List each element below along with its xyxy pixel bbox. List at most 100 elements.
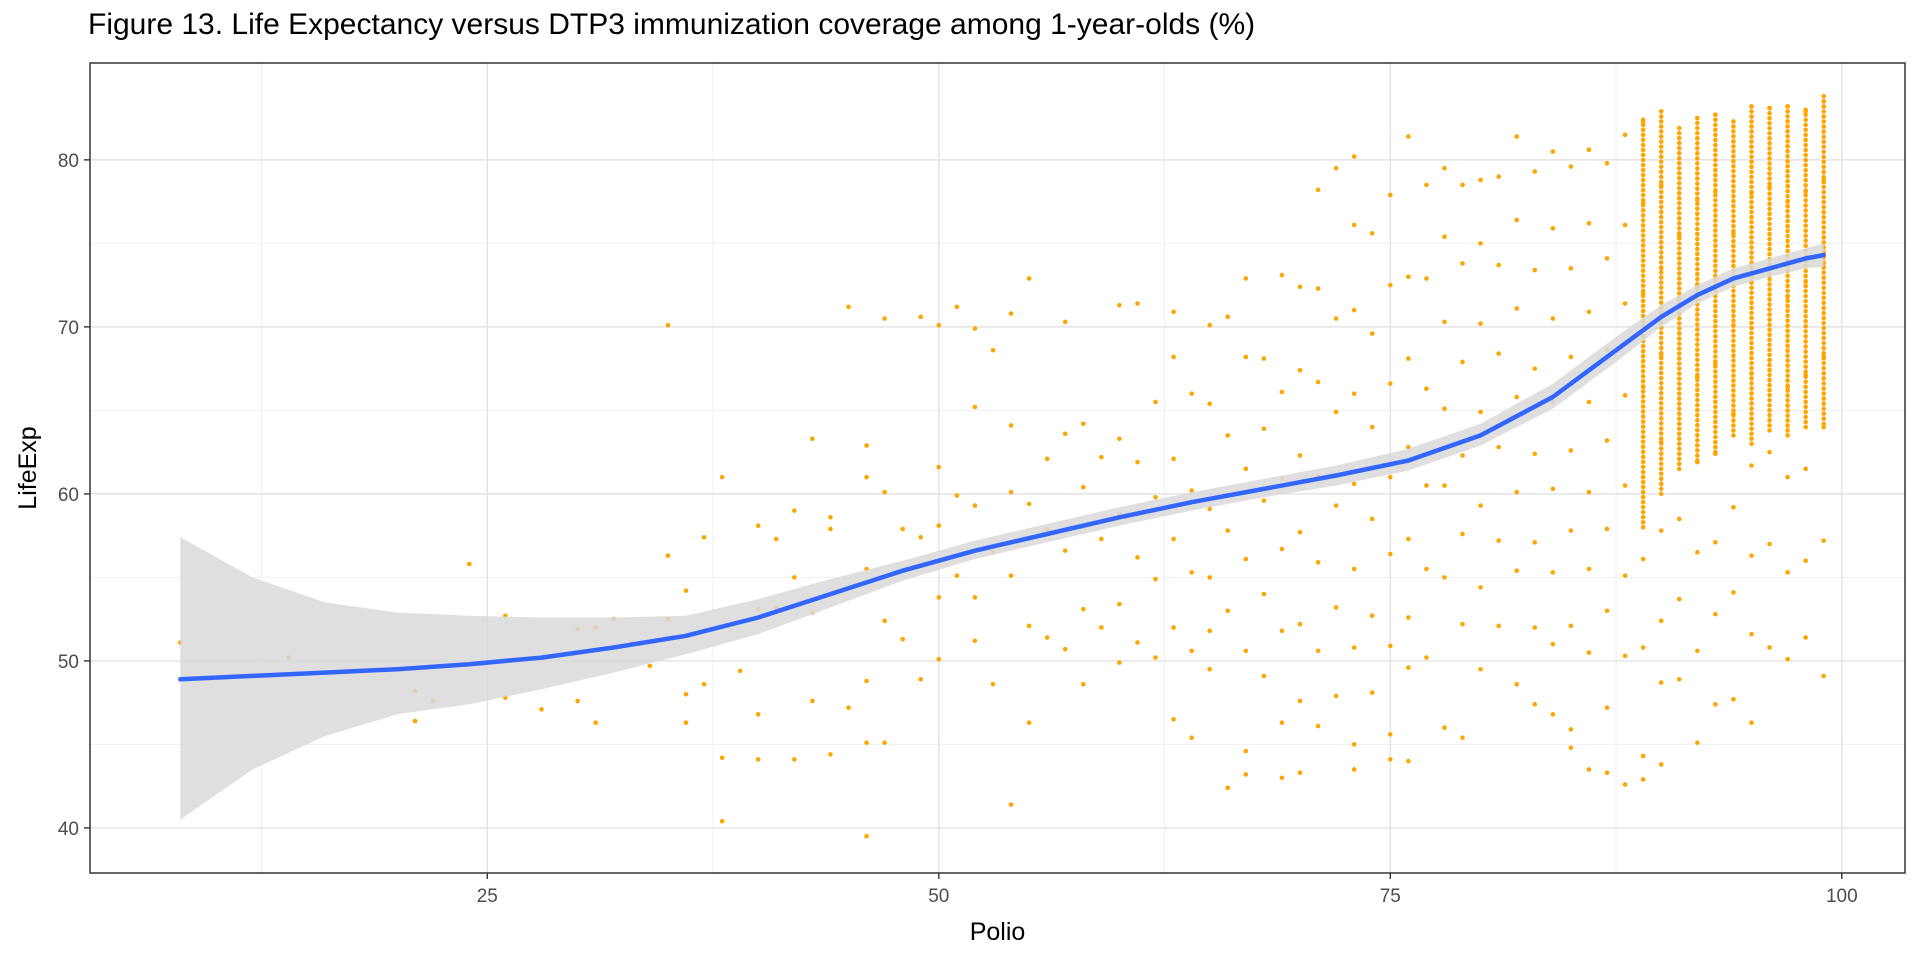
data-point xyxy=(1658,114,1664,119)
data-point xyxy=(1749,164,1754,170)
data-point xyxy=(1821,119,1827,124)
data-point xyxy=(1658,451,1664,456)
data-point xyxy=(1785,570,1790,575)
data-point xyxy=(1658,680,1664,685)
data-point xyxy=(1695,216,1700,222)
data-point xyxy=(864,678,869,684)
data-point xyxy=(1731,223,1736,229)
data-point xyxy=(1351,222,1357,228)
data-point xyxy=(1478,666,1483,672)
data-point xyxy=(1785,248,1790,254)
data-point xyxy=(1749,436,1754,442)
data-point xyxy=(1767,449,1772,455)
data-point xyxy=(1749,406,1754,411)
data-point xyxy=(1080,484,1086,490)
data-point xyxy=(1207,401,1213,407)
data-point xyxy=(1695,312,1700,317)
data-point xyxy=(864,474,869,480)
data-point xyxy=(1713,218,1718,223)
data-point xyxy=(1785,228,1790,234)
data-point xyxy=(1731,590,1736,595)
data-point xyxy=(1785,104,1790,109)
data-point xyxy=(1695,171,1700,176)
data-point xyxy=(1785,278,1790,284)
data-point xyxy=(1640,273,1646,279)
data-point xyxy=(1640,464,1646,470)
data-point xyxy=(1640,187,1646,193)
y-tick-label: 70 xyxy=(58,318,79,339)
data-point xyxy=(1225,608,1231,614)
data-point xyxy=(1695,377,1700,383)
data-point xyxy=(1044,635,1050,640)
confidence-band-layer xyxy=(180,243,1824,820)
data-point xyxy=(1767,645,1772,650)
data-point xyxy=(1803,384,1808,390)
data-point xyxy=(593,720,598,725)
data-point xyxy=(1803,369,1808,374)
data-point xyxy=(1676,185,1682,191)
data-point xyxy=(1695,458,1700,463)
data-point xyxy=(1658,762,1664,767)
data-point xyxy=(1676,150,1682,156)
data-point xyxy=(1297,453,1303,458)
data-point xyxy=(1658,229,1664,235)
data-point xyxy=(1767,166,1772,171)
data-point xyxy=(1731,243,1736,249)
data-point xyxy=(1731,119,1736,124)
data-point xyxy=(1117,436,1122,442)
data-point xyxy=(1695,438,1700,443)
data-point xyxy=(1640,288,1646,294)
data-point xyxy=(1586,767,1592,772)
data-point xyxy=(1315,648,1321,654)
data-point xyxy=(773,536,779,542)
data-point xyxy=(1731,338,1736,344)
data-point xyxy=(1640,167,1646,173)
data-point xyxy=(1640,147,1646,153)
data-point xyxy=(1767,317,1772,322)
data-point xyxy=(1117,601,1122,607)
data-point xyxy=(1731,248,1736,254)
data-point xyxy=(1749,325,1754,331)
data-point xyxy=(1695,221,1700,227)
data-point xyxy=(1695,362,1700,368)
data-point xyxy=(1785,348,1790,353)
data-point xyxy=(1731,168,1736,174)
data-point xyxy=(1333,165,1339,171)
data-point xyxy=(1749,174,1754,180)
data-point xyxy=(1767,287,1772,292)
data-point xyxy=(1785,328,1790,334)
data-point xyxy=(1695,387,1700,393)
data-point xyxy=(1424,483,1429,488)
data-point xyxy=(1713,308,1718,314)
data-point xyxy=(1658,154,1664,160)
data-point xyxy=(737,668,743,674)
data-point xyxy=(1731,308,1736,314)
data-point xyxy=(1676,446,1682,452)
data-point xyxy=(1767,110,1772,116)
data-point xyxy=(1731,149,1736,154)
data-point xyxy=(1532,540,1538,545)
data-point xyxy=(1821,538,1827,543)
data-point xyxy=(1767,221,1772,227)
scatter-points xyxy=(177,94,1827,839)
y-tick-label: 40 xyxy=(58,819,79,840)
data-point xyxy=(1658,375,1664,381)
data-point xyxy=(1586,221,1592,226)
data-point xyxy=(1803,233,1808,238)
data-point xyxy=(1821,325,1827,331)
data-point xyxy=(1333,605,1339,610)
data-point xyxy=(1821,355,1827,361)
data-point xyxy=(1821,376,1827,381)
data-point xyxy=(1749,204,1754,210)
data-point xyxy=(1695,357,1700,363)
data-point xyxy=(1695,135,1700,141)
data-point xyxy=(1676,516,1682,522)
data-point xyxy=(1586,399,1592,405)
data-point xyxy=(1695,352,1700,358)
data-point xyxy=(1695,261,1700,267)
data-point xyxy=(1749,240,1754,245)
data-point xyxy=(1821,104,1827,109)
data-point xyxy=(1387,551,1393,557)
data-point xyxy=(1189,735,1194,741)
data-point xyxy=(1713,540,1718,545)
